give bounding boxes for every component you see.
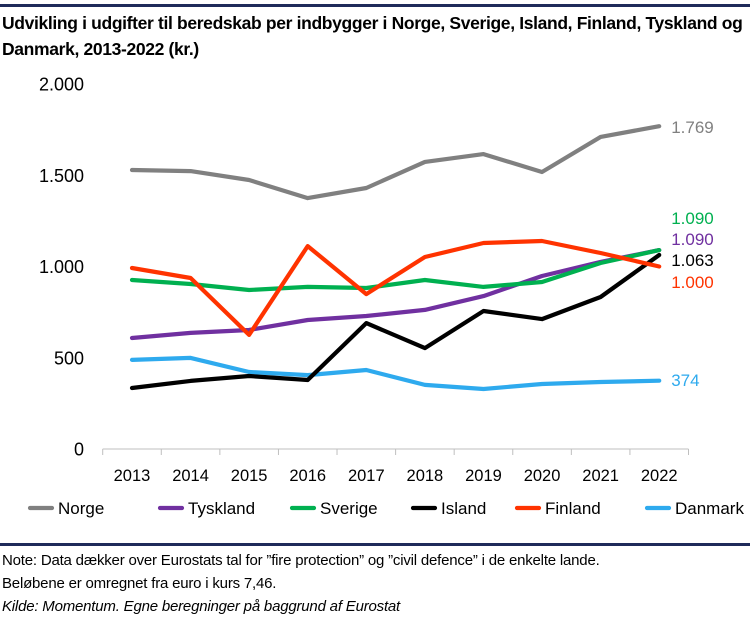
x-axis: 2013 2014 2015 2016 2017 2018 2019 2020 2021 2022	[102, 448, 689, 485]
note-line-2: Beløbene er omregnet fra euro i kurs 7,4…	[2, 575, 277, 592]
x-tick-label: 2022	[641, 467, 678, 485]
series-line-island	[129, 252, 662, 391]
source-line: Kilde: Momentum. Egne beregninger på bag…	[2, 598, 401, 615]
end-label-sverige: 1.090	[671, 209, 714, 228]
series-line-danmark	[129, 355, 662, 392]
x-tick-label: 2016	[289, 467, 326, 485]
end-label-norge: 1.769	[671, 118, 714, 137]
line-chart: 0 500 1.000 1.500 2.000 2013 2014 2015 2016 2017…	[27, 75, 744, 518]
series-line-norge	[129, 124, 662, 201]
series-line-tyskland	[129, 248, 662, 341]
end-label-finland: 1.000	[671, 273, 714, 292]
end-labels: 1.769 1.090 1.090 1.063 1.000 374	[671, 118, 714, 390]
legend-label: Finland	[545, 499, 601, 518]
x-tick-label: 2013	[114, 467, 151, 485]
x-tick-label: 2014	[172, 467, 209, 485]
legend: Norge Tyskland Sverige Island Finland Danmark	[27, 499, 744, 518]
series-line-finland	[129, 238, 662, 337]
y-axis: 0 500 1.000 1.500 2.000	[39, 75, 84, 460]
legend-item-norge: Norge	[27, 499, 104, 518]
y-tick-label: 1.000	[39, 257, 84, 277]
x-tick-label: 2015	[231, 467, 268, 485]
legend-label: Norge	[58, 499, 104, 518]
end-label-tyskland: 1.090	[671, 230, 714, 249]
x-tick-label: 2020	[524, 467, 561, 485]
legend-label: Danmark	[675, 499, 744, 518]
y-tick-label: 0	[74, 440, 84, 460]
legend-item-island: Island	[410, 499, 486, 518]
legend-item-danmark: Danmark	[644, 499, 744, 518]
end-label-island: 1.063	[671, 251, 714, 270]
legend-label: Island	[441, 499, 486, 518]
bottom-rule	[0, 543, 750, 546]
x-tick-label: 2018	[407, 467, 444, 485]
x-tick-label: 2019	[465, 467, 502, 485]
notes: Note: Data dækker over Eurostats tal for…	[2, 549, 747, 618]
y-tick-label: 2.000	[39, 75, 84, 95]
legend-item-tyskland: Tyskland	[157, 499, 255, 518]
series-line-sverige	[129, 248, 662, 293]
legend-item-sverige: Sverige	[289, 499, 378, 518]
x-tick-label: 2021	[582, 467, 619, 485]
top-rule	[0, 4, 750, 7]
note-line-1: Note: Data dækker over Eurostats tal for…	[2, 552, 600, 569]
end-label-danmark: 374	[671, 371, 699, 390]
series-lines	[129, 124, 662, 392]
y-tick-label: 1.500	[39, 166, 84, 186]
legend-label: Tyskland	[188, 499, 255, 518]
chart-title: Udvikling i udgifter til beredskab per i…	[2, 13, 743, 59]
y-tick-label: 500	[54, 348, 84, 368]
legend-item-finland: Finland	[514, 499, 601, 518]
x-tick-label: 2017	[348, 467, 385, 485]
legend-label: Sverige	[320, 499, 378, 518]
